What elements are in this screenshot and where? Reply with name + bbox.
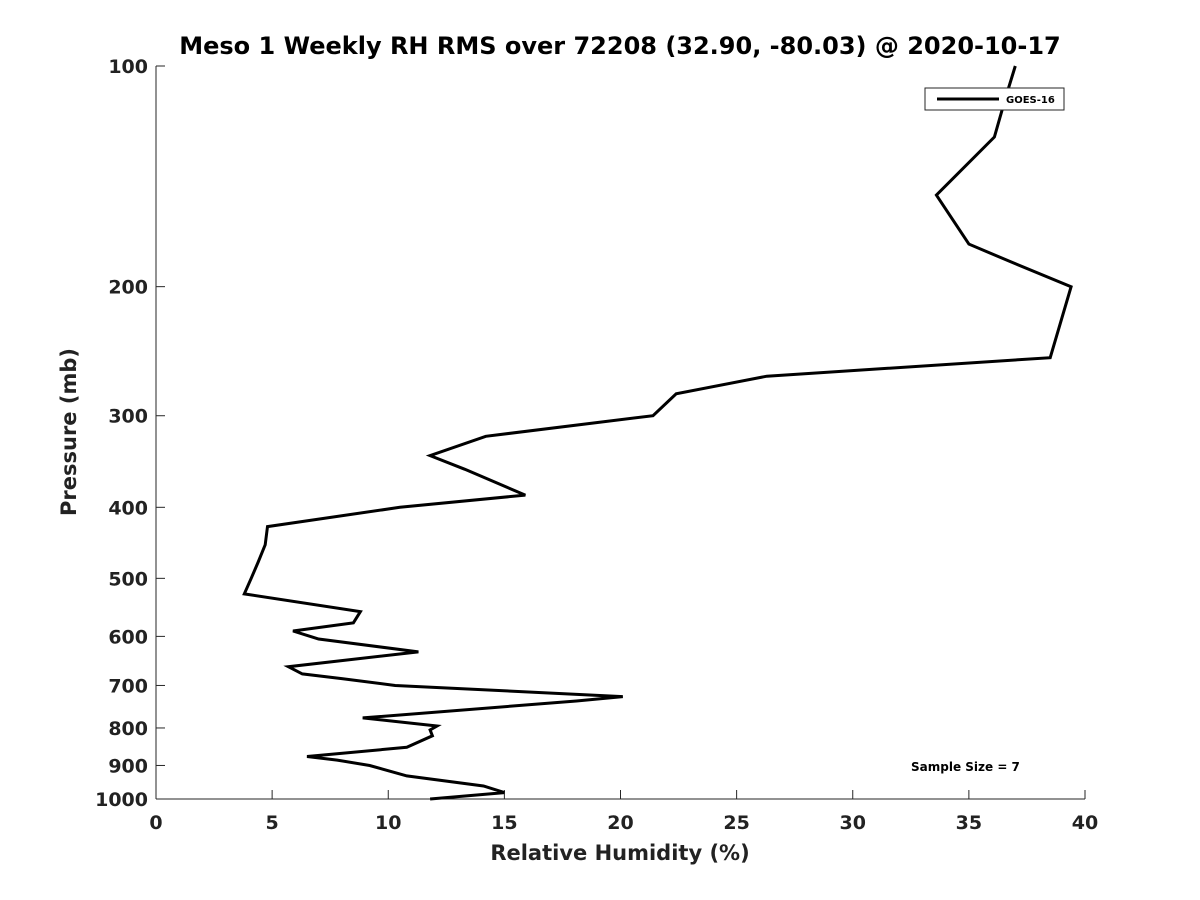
- legend: GOES-16: [924, 87, 1065, 111]
- x-tick-label: 35: [956, 812, 982, 834]
- x-axis-label: Relative Humidity (%): [490, 841, 749, 865]
- y-tick-label: 300: [108, 406, 148, 428]
- y-tick-label: 1000: [95, 789, 148, 811]
- chart-title: Meso 1 Weekly RH RMS over 72208 (32.90, …: [179, 32, 1061, 60]
- y-tick-label: 100: [108, 56, 148, 78]
- y-tick-label: 400: [108, 497, 148, 519]
- sample-size-annotation: Sample Size = 7: [911, 760, 1020, 774]
- x-tick-label: 30: [840, 812, 866, 834]
- x-tick-label: 20: [607, 812, 633, 834]
- y-tick-label: 700: [108, 675, 148, 697]
- y-tick-label: 600: [108, 626, 148, 648]
- x-ticks: 0 5 10 15 20 25 30 35 40: [149, 790, 1098, 834]
- x-tick-label: 25: [723, 812, 749, 834]
- x-tick-label: 0: [149, 812, 162, 834]
- legend-label: GOES-16: [1006, 95, 1055, 106]
- plot-area: 0 5 10 15 20 25 30 35 40 100 200 300 400 500 600 700 80…: [95, 56, 1098, 834]
- x-tick-label: 10: [375, 812, 401, 834]
- y-axis-label: Pressure (mb): [57, 348, 81, 516]
- y-tick-label: 200: [108, 277, 148, 299]
- series-line-goes-16: [242, 65, 1073, 801]
- y-ticks: 100 200 300 400 500 600 700 800 900 1000: [95, 56, 165, 811]
- y-tick-label: 900: [108, 755, 148, 777]
- series-layer: [242, 65, 1073, 801]
- x-tick-label: 40: [1072, 812, 1098, 834]
- y-tick-label: 500: [108, 568, 148, 590]
- x-tick-label: 15: [491, 812, 517, 834]
- y-tick-label: 800: [108, 718, 148, 740]
- x-tick-label: 5: [266, 812, 279, 834]
